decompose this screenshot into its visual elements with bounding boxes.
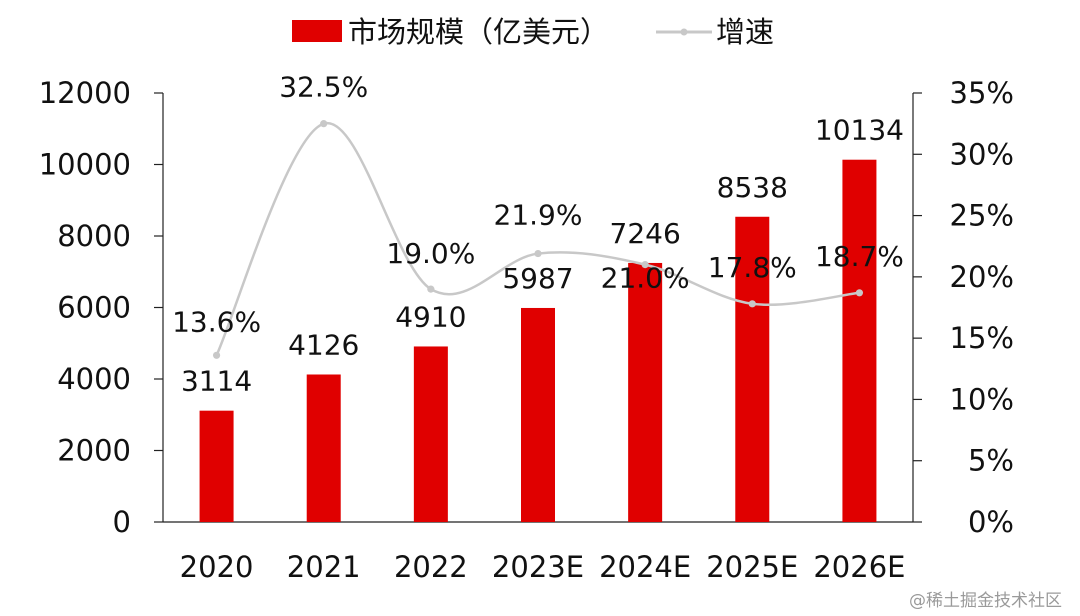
bars — [199, 159, 877, 523]
y-left-tick-label: 6000 — [57, 291, 131, 325]
growth-marker — [641, 261, 649, 269]
x-tick-label: 2026E — [813, 550, 905, 584]
bar — [842, 159, 877, 522]
y-left-tick-label: 0 — [113, 505, 131, 539]
growth-value-label: 13.6% — [172, 305, 261, 338]
growth-marker — [855, 289, 864, 297]
growth-line — [215, 122, 860, 356]
legend-bar-swatch — [292, 20, 342, 42]
growth-marker — [427, 285, 435, 293]
growth-marker — [748, 300, 756, 308]
y-left-tick-label: 8000 — [57, 219, 131, 253]
bar-value-label: 8538 — [717, 171, 788, 204]
growth-value-label: 17.8% — [708, 251, 797, 284]
bar — [735, 216, 770, 523]
y-right-tick-label: 0% — [968, 505, 1014, 539]
bar — [521, 307, 555, 522]
y-right-tick-label: 35% — [950, 76, 1014, 110]
bar-value-label: 4126 — [288, 328, 359, 361]
growth-value-label: 18.7% — [815, 240, 904, 273]
y-right-tick-label: 25% — [950, 199, 1014, 233]
y-left-tick-label: 12000 — [39, 76, 131, 110]
legend-line-label: 增速 — [716, 15, 774, 49]
growth-value-label: 21.0% — [601, 262, 690, 295]
bar — [628, 262, 663, 522]
growth-value-label: 21.9% — [494, 199, 583, 232]
bar-value-label: 3114 — [181, 365, 252, 398]
watermark: @稀土掘金技术社区 — [909, 591, 1062, 611]
x-tick-label: 2023E — [492, 550, 584, 584]
growth-marker — [212, 351, 221, 359]
growth-marker — [320, 120, 328, 128]
legend-line-marker — [680, 28, 688, 36]
x-tick-label: 2025E — [706, 550, 798, 584]
y-left-tick-label: 10000 — [39, 148, 131, 182]
bar — [306, 374, 341, 522]
x-tick-label: 2020 — [180, 550, 254, 584]
x-tick-label: 2021 — [287, 550, 361, 584]
x-tick-label: 2024E — [599, 550, 691, 584]
y-left-tick-label: 4000 — [57, 362, 131, 396]
growth-value-label: 32.5% — [279, 71, 368, 104]
y-right-tick-label: 10% — [950, 382, 1014, 416]
bar — [413, 346, 448, 522]
data-labels: 3114 4126 4910 5987 7246 8538 10134 13.6% 32.5% 1… — [172, 71, 904, 398]
bar-value-label: 7246 — [610, 217, 681, 250]
y-right-tick-label: 30% — [950, 137, 1014, 171]
y-left-tick-label: 2000 — [57, 434, 131, 468]
axes: 0 2000 4000 6000 8000 10000 12000 0% 5% 10% 15% 20%… — [39, 76, 1014, 584]
y-right-tick-label: 15% — [950, 321, 1014, 355]
bar — [199, 410, 234, 522]
y-right-tick-label: 5% — [968, 444, 1014, 478]
bar-value-label: 4910 — [395, 300, 466, 333]
legend: 市场规模（亿美元） 增速 — [292, 15, 774, 49]
y-right-tick-label: 20% — [950, 260, 1014, 294]
growth-marker — [534, 249, 542, 258]
bar-value-label: 5987 — [502, 262, 573, 295]
x-tick-label: 2022 — [394, 550, 468, 584]
bar-value-label: 10134 — [815, 114, 904, 147]
legend-bar-label: 市场规模（亿美元） — [348, 15, 609, 49]
growth-value-label: 19.0% — [386, 237, 475, 270]
growth-line-layer — [212, 120, 864, 359]
